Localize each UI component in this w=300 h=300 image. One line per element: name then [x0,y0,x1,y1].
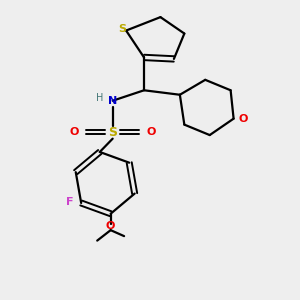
Text: H: H [95,93,103,103]
Text: N: N [108,96,117,106]
Text: O: O [238,114,248,124]
Text: S: S [118,24,127,34]
Text: O: O [106,221,115,231]
Text: O: O [70,127,79,137]
Text: S: S [108,126,117,139]
Text: O: O [146,127,156,137]
Text: F: F [66,196,74,206]
